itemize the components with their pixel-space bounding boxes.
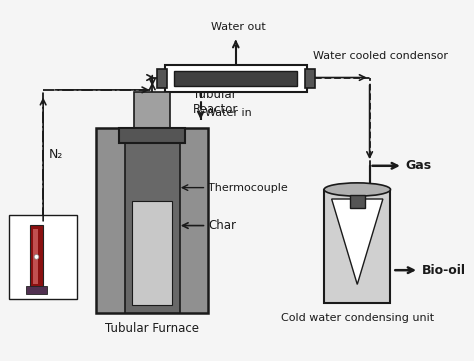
Text: Tubular
Reactor: Tubular Reactor [193, 88, 238, 116]
Bar [134, 92, 170, 128]
Ellipse shape [324, 183, 391, 196]
Bar [33, 229, 38, 284]
Bar [26, 286, 47, 294]
Text: Water out: Water out [211, 22, 266, 32]
Bar [350, 195, 365, 209]
Text: Tubular Furnace: Tubular Furnace [105, 322, 199, 335]
Ellipse shape [34, 255, 39, 259]
Text: Cold water condensing unit: Cold water condensing unit [281, 313, 434, 323]
Bar [125, 142, 180, 313]
Text: Char: Char [208, 219, 236, 232]
Bar [174, 71, 298, 86]
Bar [305, 69, 315, 88]
Bar [157, 69, 166, 88]
Text: Water in: Water in [205, 108, 252, 118]
Text: N₂: N₂ [49, 148, 63, 161]
Bar [119, 128, 185, 143]
Bar [164, 65, 307, 92]
Bar [30, 225, 43, 287]
Bar [132, 201, 172, 305]
Text: Gas: Gas [406, 159, 432, 172]
Text: Water cooled condensor: Water cooled condensor [313, 51, 447, 61]
Polygon shape [332, 199, 383, 284]
Text: Thermocouple: Thermocouple [208, 183, 288, 193]
Bar [96, 128, 208, 313]
Bar [9, 215, 77, 299]
Text: Bio-oil: Bio-oil [422, 264, 466, 277]
Bar [324, 190, 391, 303]
